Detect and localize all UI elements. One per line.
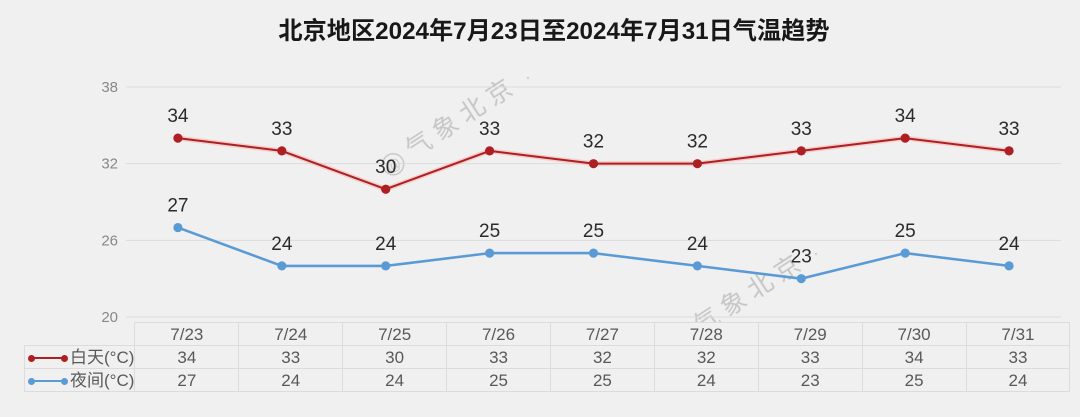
svg-text:33: 33 (271, 119, 292, 140)
svg-text:24: 24 (998, 234, 1020, 255)
svg-text:23: 23 (791, 247, 812, 268)
svg-text:25: 25 (479, 221, 500, 242)
svg-text:32: 32 (101, 156, 118, 173)
svg-text:25: 25 (895, 221, 916, 242)
svg-text:24: 24 (687, 234, 709, 255)
svg-text:33: 33 (479, 119, 500, 140)
svg-text:32: 32 (583, 132, 604, 153)
svg-text:27: 27 (167, 196, 188, 217)
svg-text:34: 34 (167, 106, 189, 127)
svg-text:24: 24 (271, 234, 293, 255)
svg-text:25: 25 (583, 221, 604, 242)
svg-text:32: 32 (687, 132, 708, 153)
svg-text:34: 34 (895, 106, 917, 127)
svg-text:26: 26 (101, 232, 118, 249)
svg-text:38: 38 (101, 79, 118, 96)
svg-text:33: 33 (998, 119, 1019, 140)
svg-text:24: 24 (375, 234, 397, 255)
svg-text:30: 30 (375, 157, 396, 178)
svg-text:33: 33 (791, 119, 812, 140)
